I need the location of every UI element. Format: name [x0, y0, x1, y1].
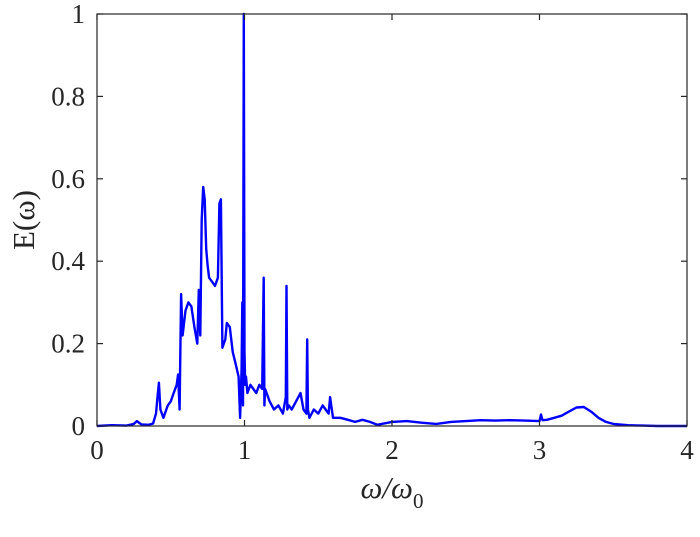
- x-tick-label: 2: [385, 435, 399, 465]
- y-tick-label: 0.4: [51, 246, 85, 276]
- series-line-0: [96, 12, 687, 428]
- y-tick-label: 1: [72, 0, 86, 29]
- axes-layer: 0 1 2 3 4 0 0.2 0.4 0.6 0.8 1: [51, 0, 694, 465]
- x-axis-label-main: ω/ω: [361, 470, 413, 505]
- y-tick-label: 0: [72, 411, 86, 441]
- y-tick-label: 0.6: [51, 164, 85, 194]
- data-layer: [96, 12, 687, 428]
- x-axis-label: ω/ω0: [361, 470, 424, 513]
- y-tick-label: 0.8: [51, 81, 85, 111]
- x-tick-label: 1: [238, 435, 252, 465]
- x-tick-label: 0: [90, 435, 104, 465]
- x-tick-label: 3: [533, 435, 547, 465]
- x-tick-label: 4: [680, 435, 694, 465]
- y-axis-label: E(ω): [6, 190, 41, 250]
- y-tick-label: 0.2: [51, 329, 85, 359]
- x-axis-label-subscript: 0: [413, 489, 424, 513]
- plot-area: [97, 14, 687, 426]
